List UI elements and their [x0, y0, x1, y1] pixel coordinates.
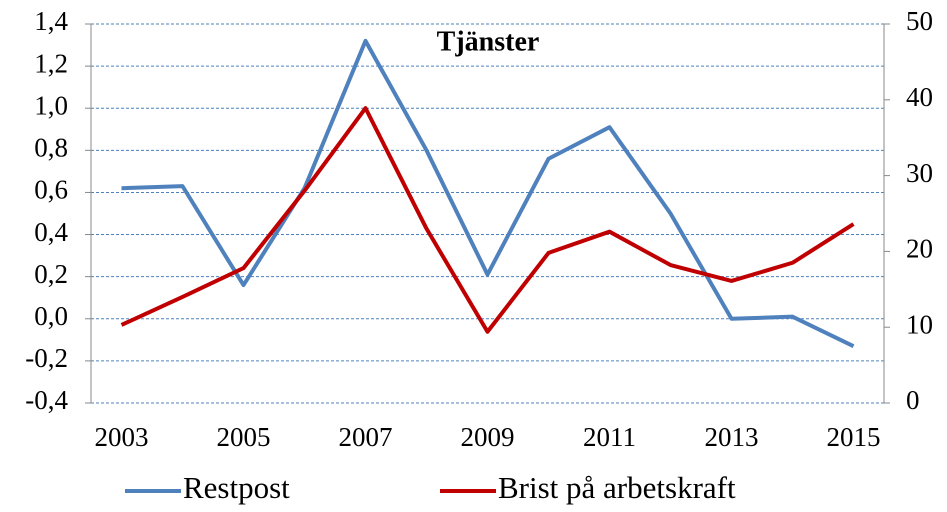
y-tick-label: -0,2 [25, 343, 68, 373]
y-tick-label: 0,0 [34, 301, 68, 331]
x-tick-label: 2015 [827, 422, 881, 452]
y2-tick-label: 50 [906, 6, 933, 36]
x-tick-label: 2003 [95, 422, 149, 452]
y-tick-label: 0,4 [34, 217, 68, 247]
legend-label: Restpost [183, 470, 290, 505]
y2-tick-label: 10 [906, 309, 933, 339]
series-line [120, 106, 855, 334]
y-tick-label: 0,8 [34, 133, 68, 163]
y-tick-label: 1,2 [34, 48, 68, 78]
x-tick-label: 2009 [461, 422, 515, 452]
x-tick-label: 2007 [339, 422, 393, 452]
x-tick-label: 2011 [583, 422, 636, 452]
y2-tick-label: 20 [906, 234, 933, 264]
y-tick-label: 0,2 [34, 259, 68, 289]
chart-title: Tjänster [437, 26, 540, 57]
y-tick-label: 1,4 [34, 6, 68, 36]
x-tick-label: 2013 [705, 422, 759, 452]
legend-label: Brist på arbetskraft [498, 470, 736, 505]
y-tick-label: 0,6 [34, 175, 68, 205]
y2-tick-label: 30 [906, 158, 933, 188]
y2-tick-label: 40 [906, 82, 933, 112]
x-tick-label: 2005 [217, 422, 271, 452]
y-tick-label: 1,0 [34, 90, 68, 120]
y2-tick-label: 0 [906, 385, 920, 415]
y-tick-label: -0,4 [25, 385, 68, 415]
series-line [121, 38, 855, 348]
